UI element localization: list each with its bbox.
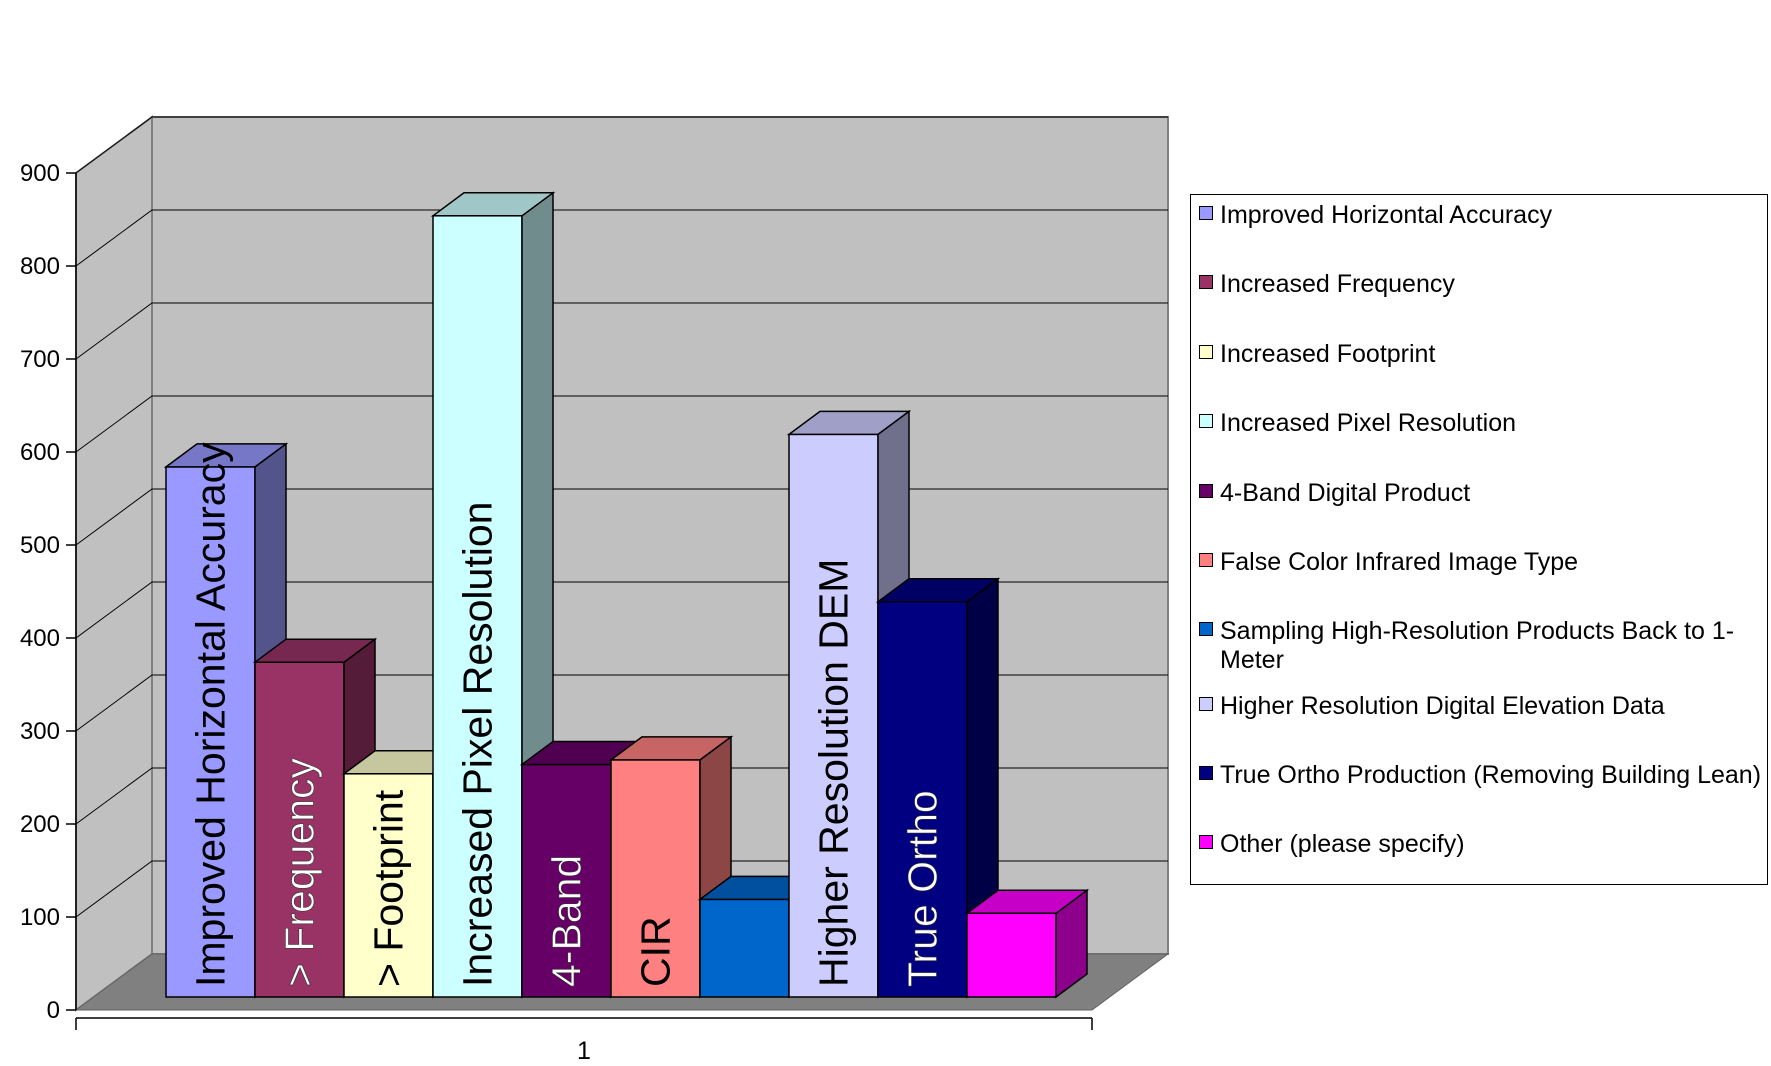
side-wall — [75, 115, 153, 1012]
y-tick-label: 100 — [20, 904, 60, 931]
legend-swatch — [1199, 835, 1213, 849]
chart-legend: Improved Horizontal Accuracy Increased Fr… — [1190, 194, 1768, 885]
bar-data-label: > Frequency — [277, 757, 323, 987]
legend-swatch — [1199, 697, 1213, 711]
bar-top — [252, 638, 378, 663]
legend-swatch — [1199, 345, 1213, 359]
y-tick-label: 300 — [20, 718, 60, 745]
legend-item: True Ortho Production (Removing Building… — [1199, 761, 1761, 790]
bar: Increased Pixel Resolution — [430, 191, 556, 999]
legend-swatch — [1199, 766, 1213, 780]
chart-bars: Improved Horizontal Accuracy > Frequency >… — [163, 191, 1090, 999]
bar-front — [165, 466, 256, 998]
legend-label: Improved Horizontal Accuracy — [1220, 201, 1553, 229]
bar-top — [163, 443, 289, 468]
y-axis: 0 100 200 300 400 500 600 700 800 900 — [20, 160, 77, 1024]
legend-swatch — [1199, 622, 1213, 636]
bar-top — [875, 578, 1001, 603]
legend-swatch — [1199, 553, 1213, 567]
y-tick-label: 800 — [20, 253, 60, 280]
legend-label: Sampling High-Resolution Products Back t… — [1220, 617, 1735, 674]
legend-label: Increased Pixel Resolution — [1220, 409, 1516, 437]
y-tick-label: 500 — [20, 532, 60, 559]
legend-item: 4-Band Digital Product — [1199, 479, 1761, 508]
x-axis: 1 — [75, 1017, 1093, 1065]
y-tick-label: 700 — [20, 346, 60, 373]
bar-front — [788, 433, 879, 998]
bar-front — [343, 773, 434, 998]
bar: True Ortho — [875, 577, 1001, 999]
legend-item: Higher Resolution Digital Elevation Data — [1199, 692, 1761, 721]
bar-data-label: 4-Band — [544, 855, 590, 987]
y-tick-label: 600 — [20, 439, 60, 466]
gridline — [75, 302, 1168, 360]
legend-item: Increased Pixel Resolution — [1199, 409, 1761, 438]
bar-front — [966, 912, 1057, 998]
bar — [697, 874, 823, 999]
x-tick-label: 1 — [577, 1037, 591, 1061]
legend-swatch — [1199, 484, 1213, 498]
legend-label: True Ortho Production (Removing Building… — [1220, 761, 1762, 789]
legend-item: Increased Frequency — [1199, 270, 1761, 299]
legend-label: Increased Frequency — [1220, 270, 1455, 298]
bar-data-label: > Footprint — [366, 789, 412, 987]
legend-swatch — [1199, 414, 1213, 428]
legend-item: Sampling High-Resolution Products Back t… — [1199, 617, 1761, 675]
legend-label: 4-Band Digital Product — [1220, 479, 1471, 507]
y-tick-label: 200 — [20, 811, 60, 838]
gridline — [75, 116, 1168, 174]
bar-data-label: True Ortho — [900, 790, 946, 987]
y-tick-label: 0 — [47, 997, 60, 1024]
bar-data-label: Improved Horizontal Accuracy — [188, 442, 234, 987]
bar — [964, 888, 1090, 999]
legend-item: False Color Infrared Image Type — [1199, 548, 1761, 577]
legend-swatch — [1199, 275, 1213, 289]
y-tick-label: 900 — [20, 160, 60, 187]
bar-data-label: Increased Pixel Resolution — [455, 502, 501, 987]
y-tick-label: 400 — [20, 625, 60, 652]
bar-top — [964, 889, 1090, 915]
legend-item: Improved Horizontal Accuracy — [1199, 201, 1761, 230]
legend-label: Increased Footprint — [1220, 340, 1436, 368]
bar-top — [786, 410, 912, 436]
bar-data-label: Higher Resolution DEM — [811, 559, 857, 987]
gridline — [75, 395, 1168, 453]
bar-front — [521, 763, 612, 998]
bar-front — [699, 898, 790, 998]
legend-label: Other (please specify) — [1220, 830, 1465, 858]
legend-item: Other (please specify) — [1199, 830, 1761, 859]
bar: CIR — [608, 735, 734, 999]
bar-top — [608, 736, 734, 761]
legend-item: Increased Footprint — [1199, 340, 1761, 369]
legend-label: False Color Infrared Image Type — [1220, 548, 1579, 576]
bar-top — [430, 192, 556, 217]
gridline — [75, 209, 1168, 267]
bar-front — [877, 601, 968, 998]
legend-swatch — [1199, 206, 1213, 220]
legend-label: Higher Resolution Digital Elevation Data — [1220, 692, 1665, 720]
bar-data-label: CIR — [633, 916, 679, 987]
